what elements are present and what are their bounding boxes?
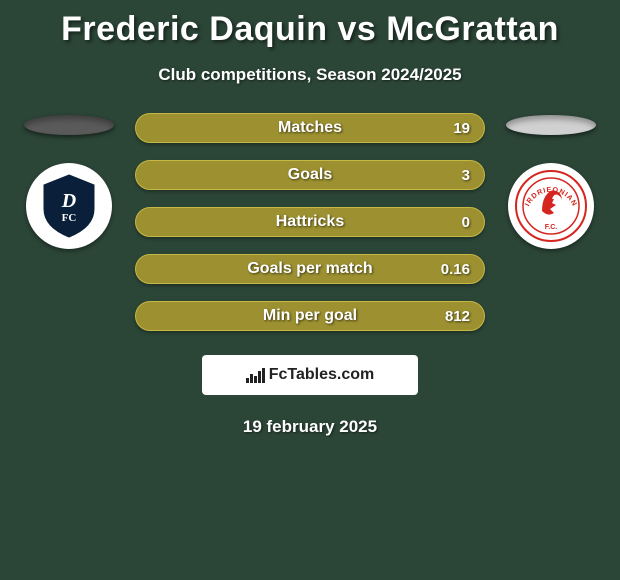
stat-bar: Hattricks0 xyxy=(135,207,485,237)
stat-value: 3 xyxy=(440,167,470,184)
stat-label: Hattricks xyxy=(180,213,440,231)
barchart-icon xyxy=(246,367,265,383)
stat-value: 0.16 xyxy=(440,261,470,278)
page-subtitle: Club competitions, Season 2024/2025 xyxy=(0,65,620,85)
right-ellipse-shape xyxy=(506,115,596,135)
stat-value: 19 xyxy=(440,120,470,137)
stat-label: Matches xyxy=(180,119,440,137)
stat-bar: Matches19 xyxy=(135,113,485,143)
left-team-badge: D FC xyxy=(26,163,112,249)
left-ellipse-shape xyxy=(24,115,114,135)
brand-footer[interactable]: FcTables.com xyxy=(202,355,418,395)
svg-text:FC: FC xyxy=(62,212,77,224)
airdrie-badge-icon: AIRDRIEONIANS F.C. xyxy=(514,169,588,243)
left-team-column: D FC xyxy=(19,113,119,249)
page-title: Frederic Daquin vs McGrattan xyxy=(0,0,620,49)
brand-label: FcTables.com xyxy=(269,366,375,384)
stat-label: Min per goal xyxy=(180,307,440,325)
stat-bar: Goals per match0.16 xyxy=(135,254,485,284)
svg-text:D: D xyxy=(61,190,76,212)
stat-value: 0 xyxy=(440,214,470,231)
stat-value: 812 xyxy=(440,308,470,325)
dundee-badge-icon: D FC xyxy=(34,171,104,241)
footer-date: 19 february 2025 xyxy=(0,417,620,437)
right-team-column: AIRDRIEONIANS F.C. xyxy=(501,113,601,249)
svg-text:F.C.: F.C. xyxy=(545,224,558,231)
stat-bar: Min per goal812 xyxy=(135,301,485,331)
right-team-badge: AIRDRIEONIANS F.C. xyxy=(508,163,594,249)
comparison-content: D FC Matches19 Goals3 Hattricks0 Goals per … xyxy=(0,113,620,331)
stat-label: Goals per match xyxy=(180,260,440,278)
stat-bar: Goals3 xyxy=(135,160,485,190)
stat-label: Goals xyxy=(180,166,440,184)
stats-list: Matches19 Goals3 Hattricks0 Goals per match… xyxy=(135,113,485,331)
